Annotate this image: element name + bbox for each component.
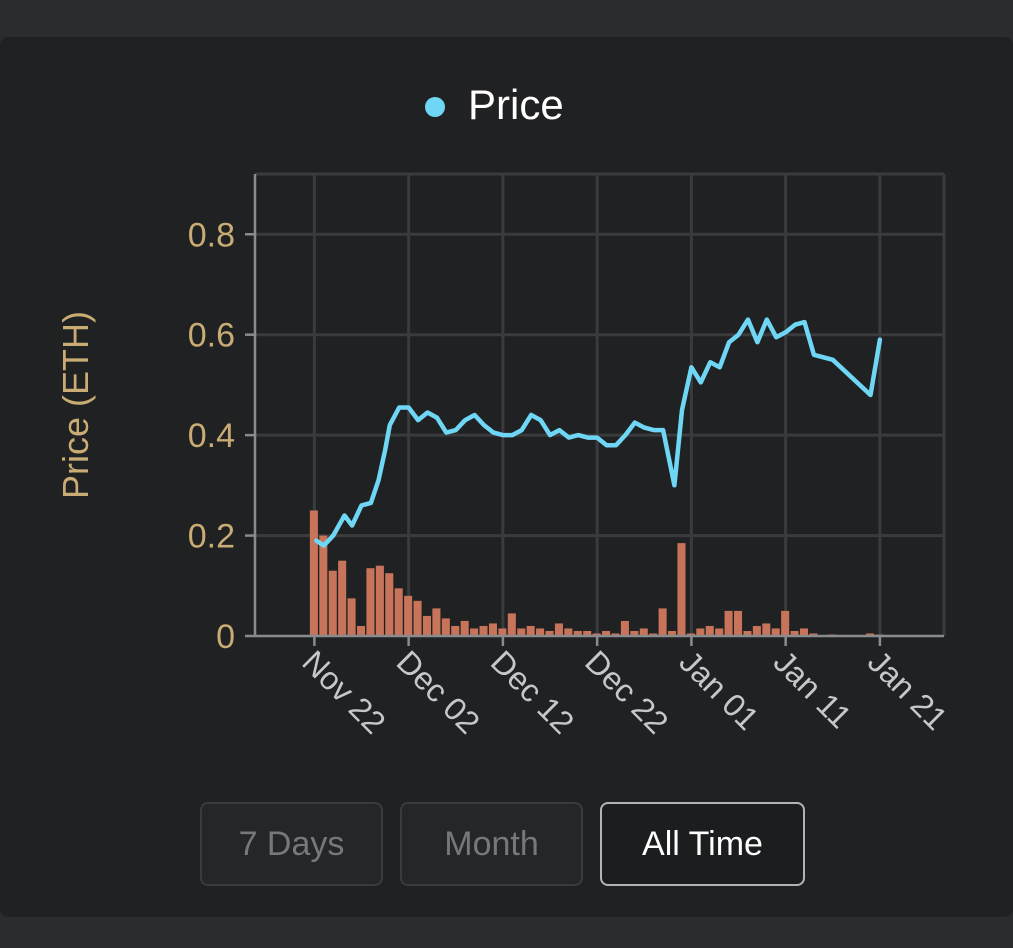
x-tick-label: Dec 02 — [390, 643, 487, 740]
time-range-7-days-button[interactable]: 7 Days — [200, 802, 383, 886]
volume-bar — [460, 620, 469, 636]
volume-bar — [677, 543, 686, 636]
volume-bar — [715, 628, 724, 636]
volume-bar — [319, 535, 328, 636]
volume-bars — [309, 510, 884, 636]
volume-bar — [865, 633, 875, 636]
x-tick-label: Jan 01 — [672, 643, 765, 736]
volume-bar — [356, 625, 366, 636]
volume-bar — [554, 623, 563, 636]
y-tick-label: 0 — [216, 618, 235, 656]
volume-bar — [639, 628, 648, 636]
volume-bar — [479, 625, 488, 636]
volume-bar — [375, 565, 384, 636]
volume-bar — [602, 630, 611, 636]
volume-bar — [422, 615, 432, 636]
volume-bar — [470, 628, 479, 636]
chart-panel — [0, 37, 1013, 917]
volume-bar — [658, 608, 667, 636]
y-axis-label: Price (ETH) — [55, 311, 96, 499]
volume-bar — [799, 628, 809, 636]
x-tick-label: Dec 22 — [578, 643, 675, 740]
y-tick-label: 0.8 — [188, 216, 235, 254]
volume-bar — [724, 610, 733, 636]
volume-bar — [536, 628, 545, 636]
y-tick-label: 0.4 — [188, 417, 235, 455]
x-tick-label: Nov 22 — [295, 643, 392, 740]
y-tick-label: 0.2 — [188, 518, 235, 556]
volume-bar — [781, 610, 790, 636]
volume-bar — [743, 630, 752, 636]
volume-bar — [488, 623, 497, 636]
volume-bar — [385, 573, 394, 636]
volume-bar — [441, 618, 450, 636]
volume-bar — [498, 628, 507, 636]
volume-bar — [545, 630, 554, 636]
volume-bar — [338, 560, 347, 636]
volume-bar — [630, 630, 639, 636]
volume-bar — [573, 630, 582, 636]
price-line-layer — [314, 317, 883, 548]
volume-bar — [620, 620, 629, 636]
volume-bar — [583, 630, 592, 636]
volume-bar — [696, 628, 705, 636]
volume-bar — [404, 595, 413, 636]
volume-bar — [526, 625, 535, 636]
volume-bar — [347, 598, 356, 636]
volume-bar — [394, 588, 403, 636]
legend: Price — [425, 81, 564, 128]
time-range-all-time-button[interactable]: All Time — [600, 802, 805, 886]
price-line — [314, 317, 883, 548]
volume-bar — [451, 625, 460, 636]
volume-bar — [413, 600, 422, 636]
grid — [255, 172, 946, 636]
volume-bar — [705, 625, 714, 636]
volume-bar — [592, 633, 601, 636]
volume-bar — [809, 633, 818, 636]
volume-bar — [517, 628, 526, 636]
legend-label: Price — [468, 81, 564, 128]
volume-bar — [771, 628, 780, 636]
volume-bar — [790, 630, 799, 636]
volume-bar — [649, 633, 658, 636]
legend-marker — [425, 97, 445, 117]
volume-bar — [366, 568, 375, 636]
volume-bar — [564, 628, 573, 636]
y-tick-label: 0.6 — [188, 317, 235, 355]
x-tick-label: Dec 12 — [484, 643, 581, 740]
volume-bar — [752, 625, 761, 636]
volume-bar — [686, 633, 695, 636]
volume-bar — [309, 510, 318, 636]
volume-bar — [611, 633, 620, 636]
volume-bar — [432, 608, 441, 636]
volume-bar — [328, 570, 337, 636]
x-tick-label: Jan 21 — [861, 643, 954, 736]
volume-bar — [762, 623, 771, 636]
volume-bar — [668, 630, 677, 636]
volume-bar — [734, 610, 743, 636]
time-range-month-button[interactable]: Month — [400, 802, 583, 886]
volume-bar — [507, 613, 516, 636]
x-tick-label: Jan 11 — [767, 643, 859, 735]
